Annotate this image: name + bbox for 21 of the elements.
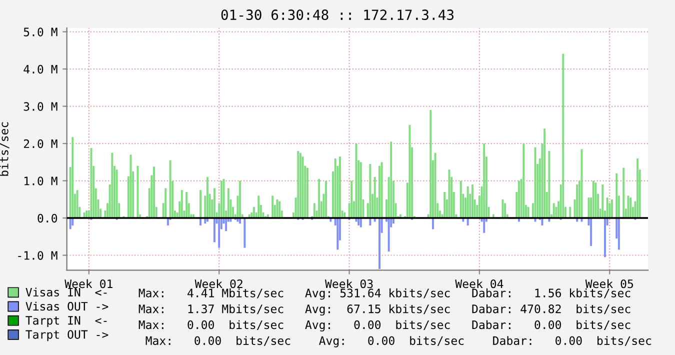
y-tick-label: 1.0 M <box>24 176 58 186</box>
legend-label: Tarpt IN <- <box>26 316 107 327</box>
x-tick-label: Week 03 <box>324 279 373 288</box>
y-tick-label: 3.0 M <box>24 102 58 111</box>
x-tick-label: Week 05 <box>585 279 634 288</box>
x-tick-label: Week 01 <box>64 279 112 288</box>
text: Max: 0.00 bits/sec Avg: 0.00 bits/sec Dabar: 0.00 bits/sec <box>138 320 630 332</box>
y-tick-label: 2.0 M <box>24 139 58 148</box>
y-tick-label: 5.0 M <box>24 28 58 36</box>
x-tick-label: Week 04 <box>455 279 504 288</box>
y-tick-label: 0.0 <box>38 214 58 223</box>
x-tick-label: Week 02 <box>194 279 242 288</box>
y-tick-label: 4.0 M <box>24 64 58 74</box>
text: Max: 0.00 bits/sec Avg: 0.00 bits/sec Dabar: 0.00 bits/sec <box>146 336 651 348</box>
chart-title: 01-30 6:30:48 :: 172.17.3.43 <box>221 10 454 20</box>
legend-label: Visas IN <- <box>26 288 107 297</box>
y-tick-label: -1.0 M <box>18 251 58 260</box>
text: Max: 1.37 Mbits/sec Avg: 67.15 kbits/sec Dabar: 470.82 bits/sec <box>138 304 630 316</box>
text: Max: 4.41 Mbits/sec Avg: 531.64 kbits/sec Dabar: 1.56 kbits/sec <box>138 288 630 300</box>
legend-label: Visas OUT -> <box>26 302 108 311</box>
legend-label: Tarpt OUT -> <box>26 330 108 342</box>
